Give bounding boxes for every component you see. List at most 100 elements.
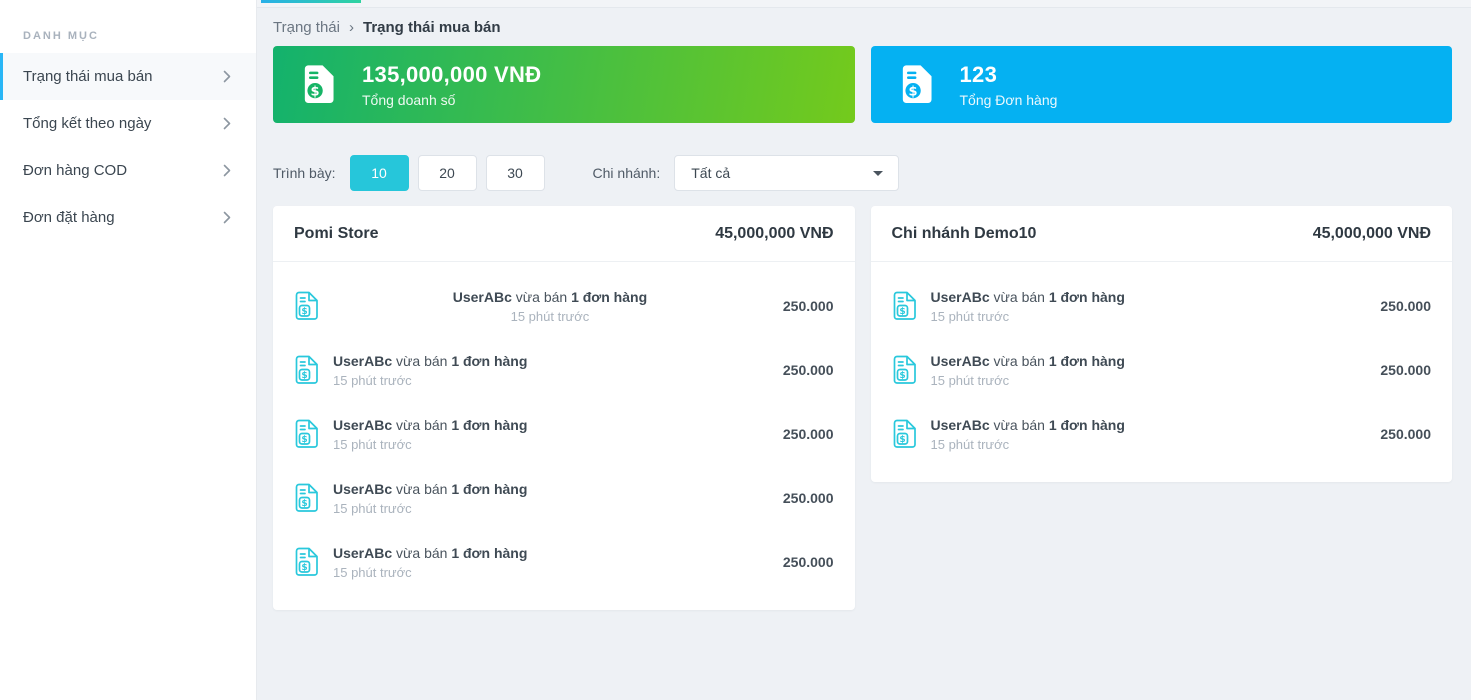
- svg-text:$: $: [899, 371, 905, 381]
- svg-text:$: $: [899, 435, 905, 445]
- order-item-time: 15 phút trước: [930, 372, 1010, 388]
- order-item-time: 15 phút trước: [510, 308, 590, 324]
- order-item-message: UserABc vừa bán 1 đơn hàng: [333, 416, 528, 433]
- sidebar-nav-item-label: Đơn đặt hàng: [23, 209, 115, 226]
- order-item-text: UserABc vừa bán 1 đơn hàng 15 phút trước: [333, 289, 767, 324]
- branch-panel-title: Pomi Store: [294, 224, 379, 242]
- svg-text:$: $: [301, 563, 307, 573]
- order-item-text: UserABc vừa bán 1 đơn hàng 15 phút trước: [333, 417, 767, 452]
- invoice-dollar-outline-icon: $: [294, 483, 319, 513]
- top-strip: [257, 0, 1471, 8]
- branch-panel-header: Chi nhánh Demo10 45,000,000 VNĐ: [870, 206, 1452, 262]
- page-load-progress-bar: [261, 0, 361, 3]
- sidebar-nav-item[interactable]: Trạng thái mua bán: [0, 53, 256, 100]
- total-orders-value: 123: [959, 61, 998, 87]
- order-item-text: UserABc vừa bán 1 đơn hàng 15 phút trước: [333, 481, 767, 516]
- total-revenue-value: 135,000,000 VNĐ: [362, 61, 542, 87]
- order-item-time: 15 phút trước: [930, 436, 1010, 452]
- page-size-label: Trình bày:: [273, 165, 336, 181]
- sidebar-nav-item-label: Trạng thái mua bán: [23, 68, 153, 85]
- sidebar-nav: Trạng thái mua bán Tổng kết theo ngày Đơ…: [0, 53, 256, 241]
- order-item-amount: 250.000: [782, 554, 834, 570]
- branch-panel-body: $ UserABc vừa bán 1 đơn hàng 15 phút trư…: [871, 262, 1453, 482]
- sidebar-nav-item-label: Đơn hàng COD: [23, 162, 128, 179]
- total-orders-card: $ 123 Tổng Đơn hàng: [870, 46, 1452, 123]
- sidebar-nav-item[interactable]: Đơn đặt hàng: [0, 194, 256, 241]
- page-size-button-label: 10: [371, 165, 387, 181]
- sidebar-nav-item[interactable]: Đơn hàng COD: [0, 147, 256, 194]
- total-revenue-label: Tổng doanh số: [362, 91, 456, 108]
- order-list-item: $ UserABc vừa bán 1 đơn hàng 15 phút trư…: [273, 338, 855, 402]
- order-list-item: $ UserABc vừa bán 1 đơn hàng 15 phút trư…: [273, 402, 855, 466]
- branch-select-value: Tất cả: [691, 165, 731, 181]
- branch-panel-title: Chi nhánh Demo10: [891, 224, 1037, 242]
- order-item-time: 15 phút trước: [333, 372, 412, 388]
- branch-panel-total: 45,000,000 VNĐ: [715, 224, 834, 242]
- order-list-item: $ UserABc vừa bán 1 đơn hàng 15 phút trư…: [273, 274, 855, 338]
- svg-text:$: $: [301, 435, 307, 445]
- order-list-item: $ UserABc vừa bán 1 đơn hàng 15 phút trư…: [273, 466, 855, 530]
- sidebar-section-label: DANH MỤC: [23, 30, 99, 42]
- invoice-dollar-icon: $: [899, 64, 934, 105]
- page-size-button[interactable]: 30: [485, 155, 545, 191]
- branch-select[interactable]: Tất cả: [674, 155, 900, 191]
- page-size-buttons: 10 20 30: [349, 155, 545, 191]
- total-orders-label: Tổng Đơn hàng: [959, 91, 1058, 108]
- order-item-time: 15 phút trước: [333, 500, 412, 516]
- sidebar-nav-item[interactable]: Tổng kết theo ngày: [0, 100, 256, 147]
- order-item-text: UserABc vừa bán 1 đơn hàng 15 phút trước: [333, 545, 767, 580]
- branch-panel-body: $ UserABc vừa bán 1 đơn hàng 15 phút trư…: [273, 262, 855, 610]
- order-list-item: $ UserABc vừa bán 1 đơn hàng 15 phút trư…: [871, 338, 1453, 402]
- order-item-message: UserABc vừa bán 1 đơn hàng: [333, 544, 528, 561]
- branch-filter-label: Chi nhánh:: [592, 165, 661, 181]
- invoice-dollar-outline-icon: $: [892, 291, 917, 321]
- breadcrumb-current: Trạng thái mua bán: [362, 19, 501, 36]
- order-item-amount: 250.000: [782, 490, 834, 506]
- branch-panel: Chi nhánh Demo10 45,000,000 VNĐ $ UserAB…: [870, 206, 1453, 482]
- order-item-amount: 250.000: [1380, 362, 1431, 378]
- invoice-dollar-outline-icon: $: [294, 355, 319, 385]
- page-size-button[interactable]: 20: [417, 155, 477, 191]
- invoice-dollar-outline-icon: $: [294, 419, 319, 449]
- svg-text:$: $: [301, 499, 307, 509]
- chevron-right-icon: [223, 211, 231, 224]
- order-item-time: 15 phút trước: [333, 564, 412, 580]
- svg-text:$: $: [908, 84, 917, 99]
- branch-panel: Pomi Store 45,000,000 VNĐ $ UserABc vừa …: [273, 206, 855, 610]
- invoice-dollar-outline-icon: $: [892, 355, 917, 385]
- order-item-text: UserABc vừa bán 1 đơn hàng 15 phút trước: [333, 353, 767, 388]
- order-item-amount: 250.000: [782, 298, 834, 314]
- breadcrumb-separator: ›: [348, 19, 354, 36]
- invoice-dollar-outline-icon: $: [294, 291, 319, 321]
- breadcrumb: Trạng thái › Trạng thái mua bán: [273, 19, 1452, 36]
- branch-panel-header: Pomi Store 45,000,000 VNĐ: [273, 206, 855, 262]
- sidebar-nav-item-label: Tổng kết theo ngày: [23, 115, 152, 132]
- order-item-message: UserABc vừa bán 1 đơn hàng: [930, 288, 1125, 305]
- main-content: Trạng thái › Trạng thái mua bán $ 135,00…: [257, 0, 1471, 700]
- filter-row: Trình bày: 10 20 30 Chi nhánh: Tất cả: [273, 155, 1452, 191]
- breadcrumb-parent-link[interactable]: Trạng thái: [273, 19, 340, 36]
- caret-down-icon: [873, 170, 884, 176]
- sidebar: DANH MỤC Trạng thái mua bán Tổng kết the…: [0, 0, 257, 700]
- chevron-right-icon: [223, 164, 231, 177]
- chevron-right-icon: [223, 70, 231, 83]
- order-item-message: UserABc vừa bán 1 đơn hàng: [930, 352, 1125, 369]
- order-item-message: UserABc vừa bán 1 đơn hàng: [333, 352, 528, 369]
- chevron-right-icon: [223, 117, 231, 130]
- page-size-button-label: 20: [439, 165, 455, 181]
- branch-panels-row: Pomi Store 45,000,000 VNĐ $ UserABc vừa …: [273, 206, 1452, 610]
- page-size-button[interactable]: 10: [349, 155, 409, 191]
- invoice-dollar-icon: $: [301, 64, 336, 105]
- invoice-dollar-outline-icon: $: [892, 419, 917, 449]
- order-item-amount: 250.000: [1380, 298, 1431, 314]
- order-item-message: UserABc vừa bán 1 đơn hàng: [333, 480, 528, 497]
- svg-text:$: $: [899, 307, 905, 317]
- order-item-message: UserABc vừa bán 1 đơn hàng: [452, 288, 648, 305]
- summary-cards-row: $ 135,000,000 VNĐ Tổng doanh số $: [273, 46, 1452, 123]
- order-item-message: UserABc vừa bán 1 đơn hàng: [930, 416, 1125, 433]
- order-item-amount: 250.000: [1380, 426, 1431, 442]
- svg-text:$: $: [301, 371, 307, 381]
- order-item-text: UserABc vừa bán 1 đơn hàng 15 phút trước: [931, 353, 1365, 388]
- page-size-button-label: 30: [507, 165, 523, 181]
- order-item-amount: 250.000: [782, 362, 834, 378]
